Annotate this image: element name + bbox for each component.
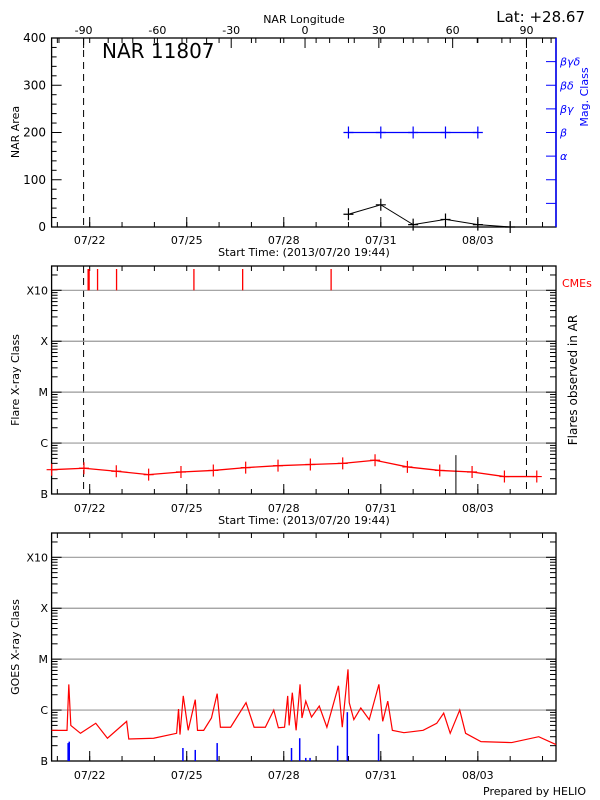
panel2-frame: [50, 265, 557, 495]
y-tick-label: 0: [38, 220, 46, 234]
longitude-tick-label: -30: [222, 24, 240, 37]
y-tick-label: M: [39, 386, 49, 399]
flare-class-point: [78, 462, 89, 475]
nar-area-point: [472, 218, 483, 231]
nar-area-axis-title: NAR Area: [9, 106, 22, 158]
mag-class-tick-label: βδ: [559, 79, 574, 92]
flare-class-point: [467, 466, 478, 479]
y-tick-label: X10: [26, 551, 48, 564]
active-region-title: NAR 11807: [102, 39, 215, 63]
flare-class-point: [337, 457, 348, 470]
panel1-x-axis-title: Start Time: (2013/07/20 19:44): [218, 246, 390, 259]
flare-class-point: [305, 458, 316, 471]
nar-area-line: [348, 204, 511, 228]
flare-class-point: [46, 463, 57, 476]
latitude-label: Lat: +28.67: [496, 8, 585, 26]
longitude-tick-label: 60: [446, 24, 460, 37]
flare-class-point: [531, 470, 542, 483]
x-tick-label: 08/03: [462, 502, 494, 515]
flare-class-point: [240, 461, 251, 474]
flare-class-line: [51, 459, 537, 478]
flare-class-point: [143, 468, 154, 481]
x-tick-label: 07/25: [171, 234, 203, 247]
panel2-x-axis-title: Start Time: (2013/07/20 19:44): [218, 514, 390, 527]
longitude-tick-label: 90: [519, 24, 533, 37]
y-tick-label: 300: [23, 78, 46, 92]
y-tick-label: X: [40, 335, 48, 348]
flare-class-point: [175, 466, 186, 479]
y-tick-label: X10: [26, 284, 48, 297]
footer-credit: Prepared by HELIO: [483, 785, 586, 798]
x-tick-label: 07/28: [268, 769, 300, 782]
flare-class-point: [499, 470, 510, 483]
mag-class-point: [375, 126, 386, 139]
nar-area-point: [440, 213, 451, 226]
mag-class-point: [408, 126, 419, 139]
panel3-frame: [50, 532, 557, 762]
flare-class-point: [434, 464, 445, 477]
x-tick-label: 07/28: [268, 502, 300, 515]
y-tick-label: B: [40, 755, 48, 768]
mag-class-tick-label: βγ: [559, 103, 574, 116]
y-tick-label: 400: [23, 31, 46, 45]
x-tick-label: 08/03: [462, 769, 494, 782]
flare-class-point: [111, 465, 122, 478]
nar-area-point: [375, 198, 386, 211]
goes-class-axis-title: GOES X-ray Class: [9, 599, 22, 695]
y-tick-label: 100: [23, 173, 46, 187]
mag-class-point: [472, 126, 483, 139]
x-tick-label: 07/28: [268, 234, 300, 247]
goes-xray-flux-line: [51, 669, 557, 746]
x-tick-label: 07/31: [365, 502, 397, 515]
mag-class-point: [440, 126, 451, 139]
x-tick-label: 07/25: [171, 769, 203, 782]
longitude-tick-label: -60: [148, 24, 166, 37]
y-tick-label: 200: [23, 126, 46, 140]
mag-class-axis-title: Mag. Class: [578, 67, 591, 126]
longitude-axis-title: NAR Longitude: [263, 13, 345, 26]
mag-class-tick-label: βγδ: [559, 56, 581, 69]
flare-class-point: [208, 464, 219, 477]
y-tick-label: M: [39, 653, 49, 666]
longitude-tick-label: -90: [75, 24, 93, 37]
nar-area-point: [505, 221, 516, 233]
mag-class-tick-label: β: [559, 127, 567, 140]
x-tick-label: 07/31: [365, 769, 397, 782]
x-tick-label: 08/03: [462, 234, 494, 247]
nar-area-point: [408, 218, 419, 231]
cmes-label: CMEs: [562, 277, 592, 290]
y-tick-label: C: [40, 437, 48, 450]
mag-class-point: [343, 126, 354, 139]
y-tick-label: C: [40, 704, 48, 717]
longitude-tick-label: 0: [302, 24, 309, 37]
y-tick-label: B: [40, 488, 48, 501]
longitude-tick-label: 30: [372, 24, 386, 37]
flares-observed-axis-title: Flares observed in AR: [566, 315, 580, 445]
x-tick-label: 07/31: [365, 234, 397, 247]
nar-area-point: [343, 208, 354, 221]
flare-class-point: [402, 460, 413, 473]
flare-class-point: [273, 459, 284, 472]
x-tick-label: 07/22: [74, 769, 106, 782]
x-tick-label: 07/25: [171, 502, 203, 515]
x-tick-label: 07/22: [74, 502, 106, 515]
flare-class-axis-title: Flare X-ray Class: [9, 334, 22, 426]
mag-class-tick-label: α: [560, 150, 568, 163]
flare-class-point: [370, 454, 381, 467]
y-tick-label: X: [40, 602, 48, 615]
x-tick-label: 07/22: [74, 234, 106, 247]
